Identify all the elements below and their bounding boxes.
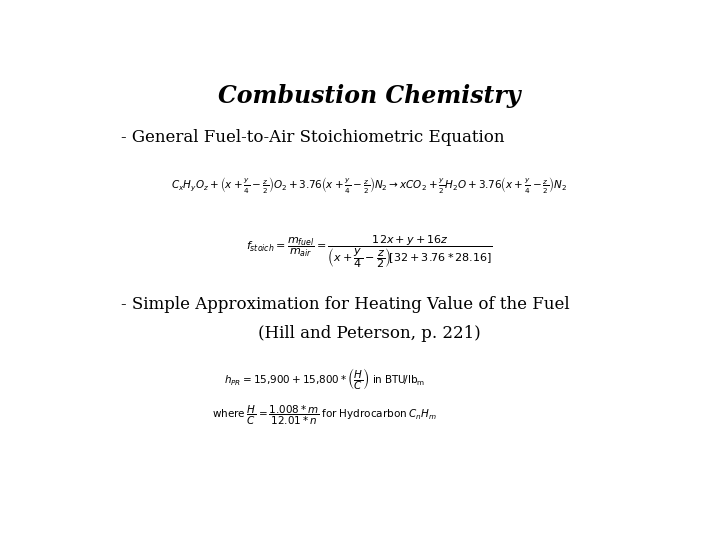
Text: $\mathrm{where}\;\dfrac{H}{C}=\dfrac{1.008*m}{12.01*n}\;\mathrm{for\;Hydrocarbon: $\mathrm{where}\;\dfrac{H}{C}=\dfrac{1.0…	[212, 404, 437, 427]
Text: $f_{stoich}=\dfrac{m_{fuel}}{m_{air}}=\dfrac{12x+y+16z}{\left(x+\dfrac{y}{4}-\df: $f_{stoich}=\dfrac{m_{fuel}}{m_{air}}=\d…	[246, 233, 492, 270]
Text: - Simple Approximation for Heating Value of the Fuel: - Simple Approximation for Heating Value…	[121, 295, 570, 313]
Text: $C_xH_yO_z +\left(x+\frac{y}{4}-\frac{z}{2}\right)O_2+3.76\left(x+\frac{y}{4}-\f: $C_xH_yO_z +\left(x+\frac{y}{4}-\frac{z}…	[171, 175, 567, 195]
Text: Combustion Chemistry: Combustion Chemistry	[217, 84, 521, 107]
Text: $h_{PR}=15{,}900+15{,}800*\left(\dfrac{H}{C}\right)\;\mathrm{in}\;\mathrm{BTU}\!: $h_{PR}=15{,}900+15{,}800*\left(\dfrac{H…	[224, 366, 425, 392]
Text: (Hill and Peterson, p. 221): (Hill and Peterson, p. 221)	[258, 325, 480, 342]
Text: - General Fuel-to-Air Stoichiometric Equation: - General Fuel-to-Air Stoichiometric Equ…	[121, 129, 504, 146]
